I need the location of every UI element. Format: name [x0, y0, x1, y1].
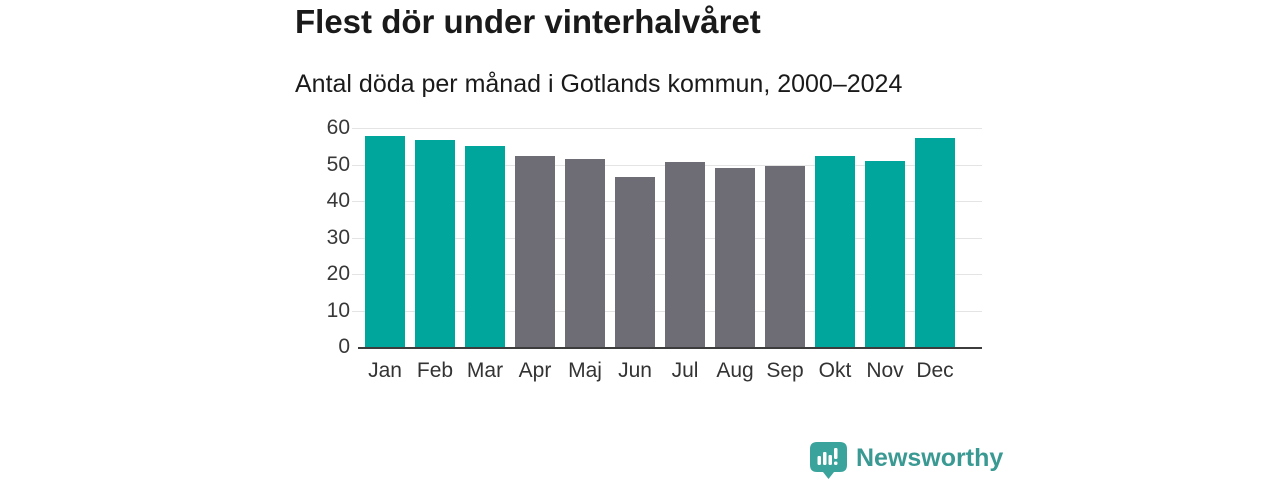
gridline-60 — [352, 128, 982, 129]
newsworthy-brand-label: Newsworthy — [856, 444, 1004, 472]
bar-jan — [365, 136, 405, 347]
y-tick-label-40: 40 — [326, 189, 350, 213]
x-axis-labels: Jan Feb Mar Apr Maj Jun Jul Aug Sep Okt Nov Dec — [358, 359, 982, 387]
newsworthy-brand: Newsworthy — [810, 442, 1003, 479]
bar-jul — [665, 162, 705, 347]
y-tick-label-30: 30 — [326, 225, 350, 249]
bar-okt — [815, 155, 855, 347]
x-tick-label-apr: Apr — [518, 359, 552, 382]
x-tick-label-jun: Jun — [618, 359, 652, 382]
x-tick-label-mar: Mar — [466, 359, 504, 382]
chart-subtitle: Antal döda per månad i Gotlands kommun, … — [295, 70, 903, 98]
y-tick-label-50: 50 — [326, 152, 350, 176]
bar-feb — [415, 140, 455, 347]
x-tick-label-sep: Sep — [766, 359, 804, 382]
plot-area — [352, 128, 982, 349]
bar-sep — [765, 165, 805, 347]
x-tick-label-maj: Maj — [568, 359, 602, 382]
y-tick-label-20: 20 — [326, 262, 350, 286]
x-tick-label-aug: Aug — [716, 359, 754, 382]
bar-mar — [465, 146, 505, 347]
y-tick-label-10: 10 — [326, 298, 350, 322]
bar-maj — [565, 158, 605, 347]
x-tick-label-nov: Nov — [866, 359, 904, 382]
y-tick-label-60: 60 — [326, 116, 350, 140]
x-tick-label-jul: Jul — [671, 359, 699, 382]
bar-dec — [915, 138, 955, 347]
x-tick-label-feb: Feb — [416, 359, 454, 382]
chart-title: Flest dör under vinterhalvåret — [295, 3, 761, 40]
bar-nov — [865, 160, 905, 347]
x-tick-label-dec: Dec — [916, 359, 954, 382]
bar-jun — [615, 176, 655, 347]
y-tick-label-0: 0 — [338, 335, 350, 359]
x-tick-label-jan: Jan — [368, 359, 402, 382]
y-axis-labels: 0 10 20 30 40 50 60 — [287, 117, 350, 357]
bar-chart-speech-bubble-icon — [810, 442, 847, 479]
bar-apr — [515, 156, 555, 347]
x-tick-label-okt: Okt — [818, 359, 852, 382]
bar-aug — [715, 168, 755, 347]
